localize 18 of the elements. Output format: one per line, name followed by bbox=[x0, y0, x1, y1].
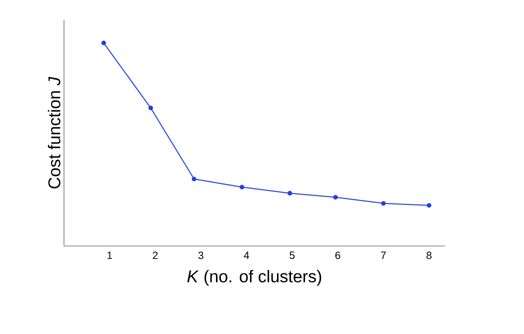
x-tick-label: 1 bbox=[108, 252, 112, 259]
x-tick-label: 8 bbox=[426, 252, 432, 260]
x-tick-label: 2 bbox=[152, 252, 158, 259]
x-tick-label: 7 bbox=[381, 252, 386, 259]
point bbox=[426, 203, 432, 208]
point bbox=[288, 190, 292, 196]
point bbox=[333, 194, 338, 200]
x-axis-title: K (no. of clusters) bbox=[187, 270, 322, 286]
y-axis-title: Cost function J bbox=[48, 76, 60, 188]
point bbox=[192, 176, 196, 182]
x-tick-label: 6 bbox=[335, 252, 340, 260]
x-tick-label: 5 bbox=[290, 252, 295, 259]
x-tick-label: 3 bbox=[198, 252, 204, 260]
point bbox=[240, 184, 244, 190]
point bbox=[381, 201, 386, 206]
x-tick-label: 4 bbox=[244, 252, 250, 259]
point bbox=[101, 40, 106, 46]
point bbox=[148, 106, 153, 110]
